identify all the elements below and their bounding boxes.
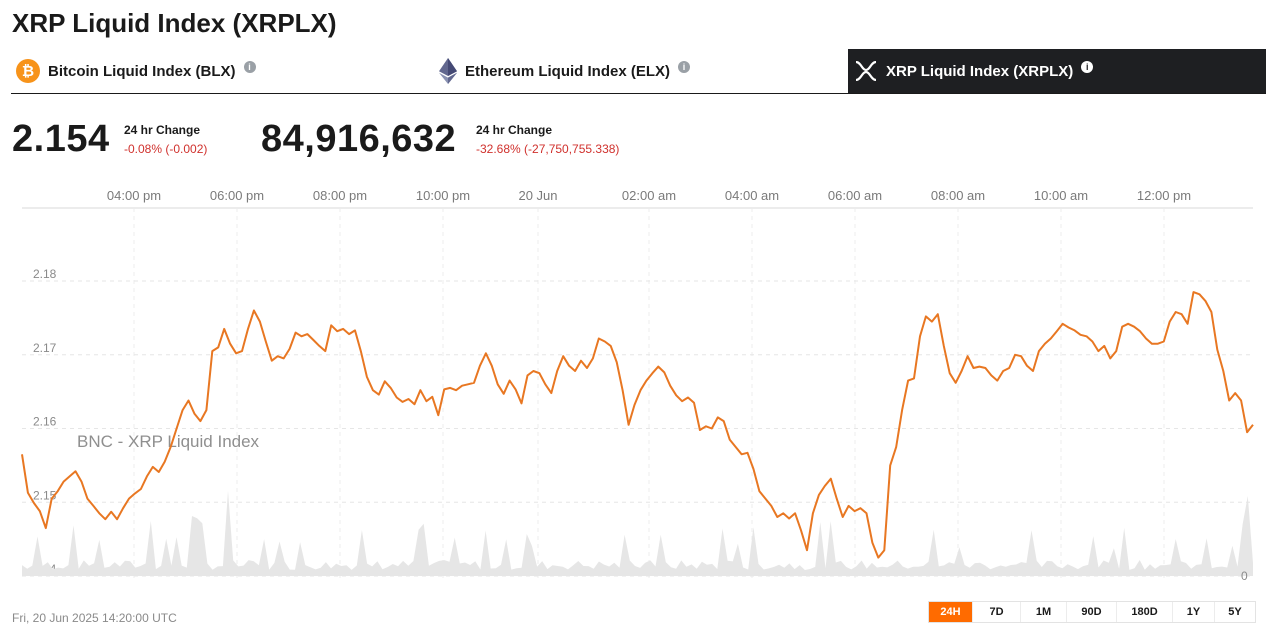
chart-timestamp: Fri, 20 Jun 2025 14:20:00 UTC — [12, 611, 177, 625]
x-tick-label: 10:00 pm — [416, 188, 470, 203]
x-tick-label: 06:00 am — [828, 188, 882, 203]
tab-xrp-liquid-index[interactable]: XRP Liquid Index (XRPLX) i — [848, 49, 1266, 93]
xrp-icon — [854, 61, 878, 81]
volume-tick-label: 0 — [1241, 569, 1248, 583]
x-tick-label: 08:00 am — [931, 188, 985, 203]
range-button-24h[interactable]: 24H — [929, 602, 973, 622]
range-button-1m[interactable]: 1M — [1021, 602, 1067, 622]
tab-label-blx: Bitcoin Liquid Index (BLX) — [48, 62, 236, 80]
x-tick-label: 20 Jun — [518, 188, 557, 203]
bitcoin-icon: ₿ — [16, 59, 40, 83]
tab-bitcoin-liquid-index[interactable]: ₿ Bitcoin Liquid Index (BLX) i — [16, 49, 436, 93]
index-price: 2.154 — [12, 118, 110, 160]
range-button-180d[interactable]: 180D — [1117, 602, 1173, 622]
range-button-5y[interactable]: 5Y — [1228, 606, 1242, 618]
ethereum-icon — [439, 58, 457, 84]
y-tick-label: 2.17 — [33, 341, 57, 355]
price-change-value: -0.08% (-0.002) — [124, 142, 208, 156]
y-tick-label: 2.18 — [33, 267, 57, 281]
price-change-label: 24 hr Change — [124, 123, 201, 137]
index-volume: 84,916,632 — [261, 118, 457, 160]
price-chart[interactable]: 04:00 pm 06:00 pm 08:00 pm 10:00 pm 20 Jun 02… — [0, 180, 1277, 600]
volume-area — [22, 491, 1253, 576]
x-tick-label: 02:00 am — [622, 188, 676, 203]
volume-change-value: -32.68% (-27,750,755.338) — [476, 142, 620, 156]
info-icon[interactable]: i — [1081, 61, 1094, 73]
volume-area-shape — [22, 491, 1253, 576]
y-tick-label: 2.16 — [33, 415, 57, 429]
chart-watermark: BNC - XRP Liquid Index — [77, 432, 260, 451]
page-title: XRP Liquid Index (XRPLX) — [12, 8, 337, 38]
time-range-selector: 24H 7D 1M 90D 180D 1Y 5Y — [928, 601, 1256, 623]
tab-label-elx: Ethereum Liquid Index (ELX) — [465, 62, 671, 80]
x-tick-label: 04:00 pm — [107, 188, 161, 203]
x-tick-label: 06:00 pm — [210, 188, 264, 203]
range-button-90d[interactable]: 90D — [1067, 602, 1117, 622]
volume-change-label: 24 hr Change — [476, 123, 553, 137]
price-series-line — [21, 291, 1254, 559]
range-button-7d[interactable]: 7D — [973, 602, 1021, 622]
tab-ethereum-liquid-index[interactable]: Ethereum Liquid Index (ELX) i — [439, 49, 859, 93]
x-tick-label: 08:00 pm — [313, 188, 367, 203]
info-icon[interactable]: i — [243, 61, 256, 73]
x-tick-label: 10:00 am — [1034, 188, 1088, 203]
range-button-1y[interactable]: 1Y — [1173, 602, 1215, 622]
x-tick-label: 12:00 pm — [1137, 188, 1191, 203]
tab-label-xrplx: XRP Liquid Index (XRPLX) — [886, 62, 1074, 80]
info-icon[interactable]: i — [678, 61, 691, 73]
index-tabs: ₿ Bitcoin Liquid Index (BLX) i Ethereum … — [11, 49, 1266, 94]
x-tick-label: 04:00 am — [725, 188, 779, 203]
